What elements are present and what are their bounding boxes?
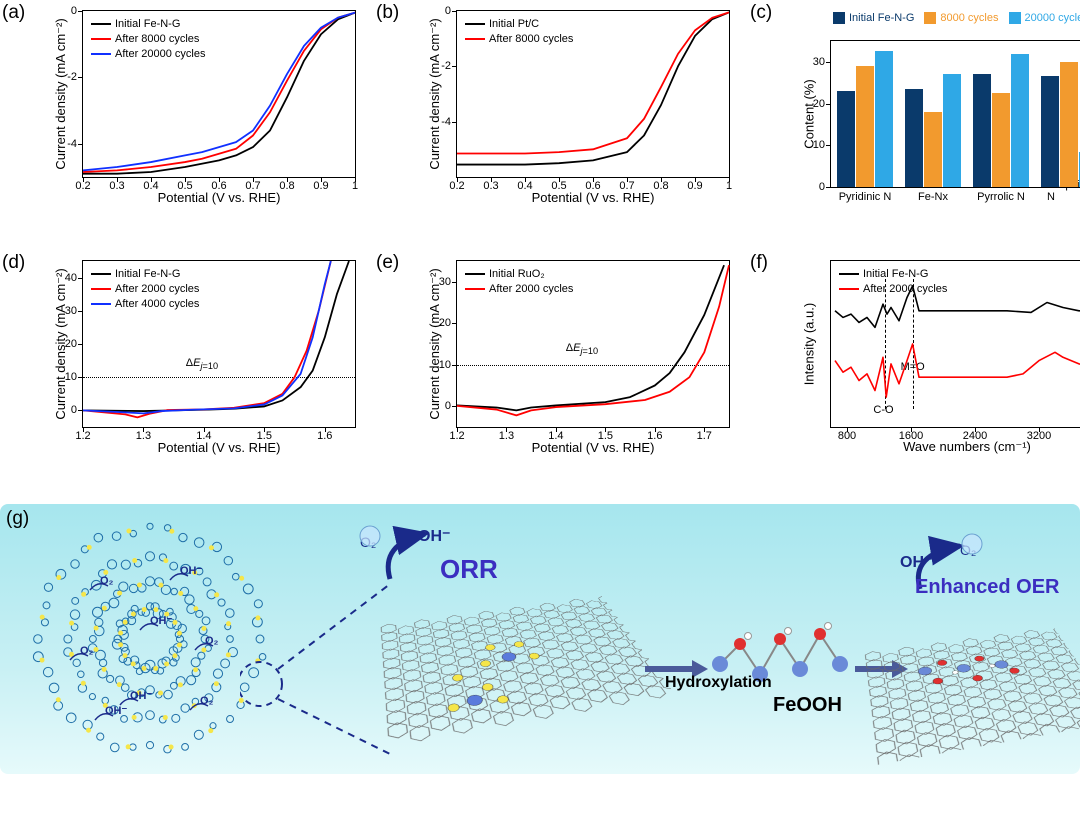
chart-b: 0-2-40.20.30.40.50.60.70.80.91Current de… <box>420 4 740 214</box>
panel-c: (c) 0102030Content (%)Pyridinic NFe-NxPy… <box>748 0 1080 250</box>
panel-f: (f) 8001600240032004000Intensity (a.u.)W… <box>748 250 1080 500</box>
svg-text:OH⁻: OH⁻ <box>180 565 203 577</box>
chart-e: 01020301.21.31.41.51.61.7Current density… <box>420 254 740 464</box>
figure-grid: (a) 0-2-40.20.30.40.50.60.70.80.91Curren… <box>0 0 1080 500</box>
g-text: Enhanced OER <box>915 576 1059 599</box>
svg-text:OH⁻: OH⁻ <box>105 705 128 717</box>
chart-d: 0102030401.21.31.41.51.6Current density … <box>46 254 366 464</box>
g-text: FeOOH <box>773 694 842 717</box>
chart-c: 0102030Content (%)Pyridinic NFe-NxPyrrol… <box>794 4 1080 214</box>
chart-a: 0-2-40.20.30.40.50.60.70.80.91Current de… <box>46 4 366 214</box>
g-text: OH⁻ <box>418 526 450 546</box>
panel-label-f: (f) <box>750 252 768 274</box>
svg-text:OH⁻: OH⁻ <box>130 690 153 702</box>
panel-label-d: (d) <box>2 252 25 274</box>
chart-f: 8001600240032004000Intensity (a.u.)Wave … <box>794 254 1080 464</box>
panel-a: (a) 0-2-40.20.30.40.50.60.70.80.91Curren… <box>0 0 374 250</box>
panel-label-a: (a) <box>2 2 25 24</box>
panel-g: (g) O₂OH⁻O₂OH⁻O₂OH⁻O₂OH⁻O₂OH⁻ORRHydroxyl… <box>0 504 1080 774</box>
panel-label-b: (b) <box>376 2 399 24</box>
svg-text:OH⁻: OH⁻ <box>150 615 173 627</box>
panel-label-c: (c) <box>750 2 772 24</box>
g-text: ORR <box>440 554 498 585</box>
panel-e: (e) 01020301.21.31.41.51.61.7Current den… <box>374 250 748 500</box>
panel-label-e: (e) <box>376 252 399 274</box>
panel-b: (b) 0-2-40.20.30.40.50.60.70.80.91Curren… <box>374 0 748 250</box>
g-text: OH⁻ <box>900 552 932 572</box>
panel-d: (d) 0102030401.21.31.41.51.6Current dens… <box>0 250 374 500</box>
g-text: Hydroxylation <box>665 674 772 692</box>
